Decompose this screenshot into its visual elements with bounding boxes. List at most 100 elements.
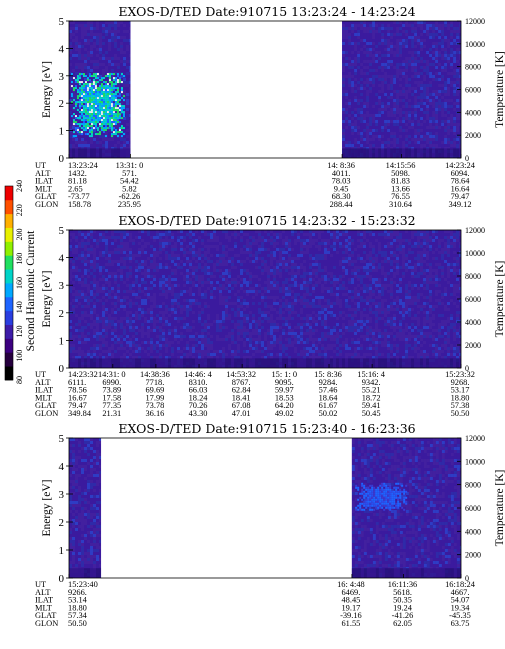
intensity-region (70, 73, 125, 138)
data-segment (351, 438, 461, 578)
y-tick-label: 0 (59, 573, 65, 585)
y-tick-label: 1 (59, 335, 65, 347)
table-cell: 16: 4:48 (337, 580, 365, 589)
table-cell: 14:15:56 (386, 161, 416, 170)
table-cell: 15:23:32 (445, 370, 475, 379)
y-tick-label: 0 (59, 363, 65, 375)
table-row-label: GLAT (35, 401, 56, 410)
table-cell: 5098. (391, 169, 410, 178)
table-cell: 9.45 (334, 184, 349, 193)
y2-tick-label: 0 (465, 574, 469, 583)
table-cell: 310.64 (389, 200, 413, 209)
y2-tick-label: 2000 (465, 131, 481, 140)
colorbar-tick-label: 140 (15, 301, 24, 313)
y-tick-label: 1 (59, 545, 65, 557)
y2-tick-label: 8000 (465, 63, 481, 72)
y2-tick-label: 6000 (465, 86, 481, 95)
colorbar-swatch (5, 338, 13, 353)
table-cell: 48.45 (341, 596, 360, 605)
y2-tick-label: 4000 (465, 527, 481, 536)
table-cell: 47.01 (232, 409, 251, 418)
table-cell: 57.38 (451, 401, 470, 410)
intensity-region (355, 482, 408, 511)
table-cell: 13:23:24 (68, 161, 99, 170)
colorbar-swatch (5, 310, 13, 325)
y2-tick-label: 12000 (465, 226, 485, 235)
table-cell: -73.77 (68, 192, 90, 201)
y-tick-label: 3 (59, 71, 65, 83)
table-cell: 18.80 (451, 393, 470, 402)
table-cell: 14:31: 0 (98, 370, 126, 379)
colorbar-swatch (5, 255, 13, 270)
y-axis-label: Energy [eV] (41, 61, 53, 118)
table-cell: 73.89 (102, 386, 121, 395)
table-row-label: UT (35, 580, 46, 589)
table-cell: 78.64 (451, 177, 471, 186)
colorbar-frame (4, 185, 14, 381)
table-row-label: GLON (35, 409, 58, 418)
table-cell: 9095. (275, 378, 294, 387)
colorbar-swatch (5, 366, 13, 381)
table-cell: 14:46: 4 (184, 370, 212, 379)
table-cell: 14:53:32 (226, 370, 256, 379)
table-cell: 14:23:32 (68, 370, 98, 379)
colorbar-swatch (5, 213, 13, 228)
colorbar-swatch (5, 199, 13, 215)
table-cell: 53.14 (68, 596, 88, 605)
y2-tick-label: 8000 (465, 272, 481, 281)
table-cell: 54.07 (451, 596, 470, 605)
table-cell: 15: 8:36 (314, 370, 342, 379)
table-row-label: GLON (35, 619, 58, 628)
table-row-label: MLT (35, 603, 52, 612)
table-cell: -62.26 (119, 192, 141, 201)
table-cell: 18.41 (232, 393, 251, 402)
table-cell: 69.69 (145, 386, 164, 395)
table-cell: 36.16 (145, 409, 164, 418)
table-cell: -39.16 (340, 611, 362, 620)
table-cell: 49.02 (275, 409, 294, 418)
spectrogram-panel: EXOS-D/TED Date:910715 14:23:32 - 15:23:… (35, 213, 505, 418)
y-tick-label: 2 (59, 517, 65, 529)
table-cell: 13:31: 0 (116, 161, 144, 170)
table-cell: 81.18 (68, 177, 87, 186)
table-cell: 6094. (451, 169, 470, 178)
colorbar-swatch (5, 227, 13, 242)
table-cell: 19.17 (341, 603, 360, 612)
spectrogram-panel: EXOS-D/TED Date:910715 13:23:24 - 14:23:… (35, 4, 505, 209)
table-row-label: ALT (35, 378, 51, 387)
y-tick-label: 4 (59, 253, 65, 265)
table-cell: 235.95 (118, 200, 141, 209)
colorbar: 80 100 120 140 160 180 200 220 240 Second Harmoni… (4, 180, 37, 384)
table-cell: 78.56 (68, 386, 87, 395)
colorbar-tick-label: 220 (15, 204, 24, 216)
table-row-label: ALT (35, 169, 51, 178)
table-cell: 59.41 (362, 401, 381, 410)
colorbar-swatch (5, 186, 13, 201)
y2-tick-label: 10000 (465, 40, 485, 49)
table-cell: 15:16: 4 (357, 370, 385, 379)
table-cell: 14: 8:36 (327, 161, 355, 170)
table-cell: 7718. (145, 378, 164, 387)
panel-title: EXOS-D/TED Date:910715 15:23:40 - 16:23:… (118, 421, 415, 436)
table-cell: 9284. (319, 378, 338, 387)
table-cell: 61.55 (341, 619, 360, 628)
table-cell: 349.12 (448, 200, 471, 209)
y-axis-label: Energy [eV] (41, 271, 53, 328)
panel-title: EXOS-D/TED Date:910715 13:23:24 - 14:23:… (118, 4, 415, 19)
table-cell: 19.24 (393, 603, 413, 612)
table-cell: 21.31 (102, 409, 121, 418)
table-cell: 59.97 (275, 386, 294, 395)
table-row-label: UT (35, 370, 46, 379)
table-cell: -41.26 (392, 611, 414, 620)
y2-tick-label: 10000 (465, 249, 485, 258)
panel-title: EXOS-D/TED Date:910715 14:23:32 - 15:23:… (118, 213, 415, 228)
y2-tick-label: 2000 (465, 551, 481, 560)
table-cell: 70.26 (189, 401, 208, 410)
table-cell: 76.55 (391, 192, 410, 201)
y-tick-label: 2 (59, 308, 65, 320)
colorbar-swatch (5, 283, 13, 298)
y-tick-label: 5 (59, 225, 65, 237)
table-row-label: ILAT (35, 386, 53, 395)
table-row-label: ALT (35, 588, 51, 597)
